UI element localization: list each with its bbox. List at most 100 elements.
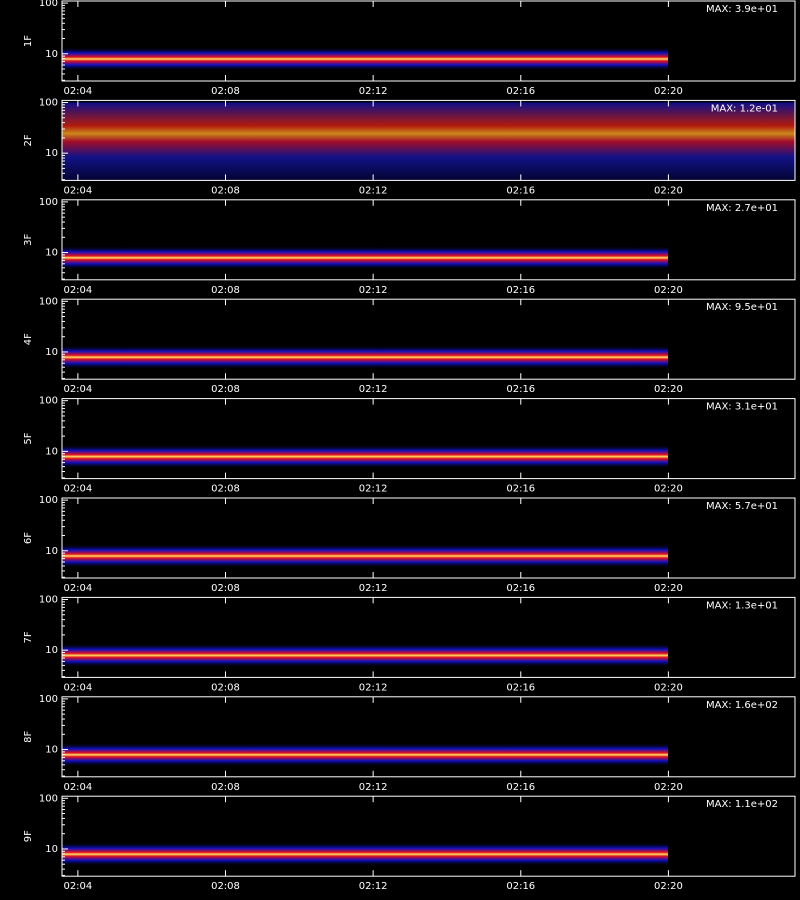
x-tick-label: 02:04 <box>63 782 92 793</box>
x-tick-label: 02:16 <box>506 583 535 594</box>
x-tick-label: 02:08 <box>211 86 240 97</box>
x-tick-label: 02:08 <box>211 782 240 793</box>
y-axis-label: 2F <box>23 134 34 146</box>
annotation: MAX: 5.7e+01 <box>706 501 778 512</box>
x-tick-label: 02:04 <box>63 682 92 693</box>
x-tick-label: 02:08 <box>211 881 240 892</box>
plot-frame <box>61 795 796 877</box>
y-tick-label: 100 <box>39 396 58 407</box>
annotation: MAX: 1.1e+02 <box>706 799 778 810</box>
y-tick-label: 10 <box>45 546 58 557</box>
x-tick-label: 02:12 <box>359 682 388 693</box>
spectrogram <box>62 102 795 181</box>
y-tick-label: 100 <box>39 793 58 804</box>
spectrogram <box>62 742 668 767</box>
y-axis-label: 7F <box>23 631 34 643</box>
x-tick-label: 02:04 <box>63 86 92 97</box>
annotation: MAX: 1.6e+02 <box>706 700 778 711</box>
annotation: MAX: 9.5e+01 <box>706 302 778 313</box>
annotation: MAX: 3.9e+01 <box>706 4 778 15</box>
plot-frame <box>61 497 796 579</box>
x-tick-label: 02:16 <box>506 484 535 495</box>
x-tick-label: 02:16 <box>506 384 535 395</box>
y-tick-label: 100 <box>39 97 58 108</box>
y-tick-label: 100 <box>39 694 58 705</box>
x-tick-label: 02:12 <box>359 782 388 793</box>
spectrogram <box>62 345 668 370</box>
spectrogram <box>62 47 668 71</box>
x-tick-label: 02:12 <box>359 185 388 196</box>
y-axis-label: 9F <box>23 830 34 842</box>
plot-frame <box>61 298 796 380</box>
x-tick-label: 02:16 <box>506 86 535 97</box>
annotation: MAX: 1.2e-01 <box>711 103 778 114</box>
y-tick-label: 100 <box>39 594 58 605</box>
y-tick-label: 10 <box>45 248 58 259</box>
x-tick-label: 02:12 <box>359 86 388 97</box>
x-tick-label: 02:20 <box>654 484 683 495</box>
y-tick-label: 10 <box>45 49 58 60</box>
x-tick-label: 02:12 <box>359 881 388 892</box>
x-tick-label: 02:04 <box>63 384 92 395</box>
x-tick-label: 02:08 <box>211 583 240 594</box>
y-tick-label: 100 <box>39 495 58 506</box>
y-tick-label: 100 <box>39 197 58 208</box>
x-tick-label: 02:04 <box>63 185 92 196</box>
x-tick-label: 02:20 <box>654 384 683 395</box>
x-tick-label: 02:08 <box>211 682 240 693</box>
y-tick-label: 10 <box>45 446 58 457</box>
y-tick-label: 100 <box>39 0 58 9</box>
y-tick-label: 10 <box>45 844 58 855</box>
x-tick-label: 02:20 <box>654 185 683 196</box>
y-axis-label: 4F <box>23 333 34 345</box>
x-tick-label: 02:12 <box>359 484 388 495</box>
spectrogram <box>62 842 668 867</box>
x-tick-label: 02:20 <box>654 881 683 892</box>
x-tick-label: 02:20 <box>654 782 683 793</box>
x-tick-label: 02:16 <box>506 285 535 296</box>
plot-frame <box>61 0 796 82</box>
x-tick-label: 02:08 <box>211 384 240 395</box>
x-tick-label: 02:04 <box>63 285 92 296</box>
y-axis-label: 3F <box>23 234 34 246</box>
y-tick-label: 10 <box>45 745 58 756</box>
x-tick-label: 02:04 <box>63 484 92 495</box>
x-tick-label: 02:16 <box>506 782 535 793</box>
x-tick-label: 02:08 <box>211 484 240 495</box>
x-tick-label: 02:16 <box>506 881 535 892</box>
y-tick-label: 10 <box>45 148 58 159</box>
x-tick-label: 02:12 <box>359 583 388 594</box>
spectrogram <box>62 544 668 568</box>
x-tick-label: 02:20 <box>654 285 683 296</box>
x-tick-label: 02:12 <box>359 384 388 395</box>
x-tick-label: 02:04 <box>63 583 92 594</box>
x-tick-label: 02:04 <box>63 881 92 892</box>
plot-frame <box>61 696 796 778</box>
plot-frame <box>61 199 796 281</box>
y-tick-label: 100 <box>39 296 58 307</box>
x-tick-label: 02:20 <box>654 583 683 594</box>
y-axis-label: 5F <box>23 432 34 444</box>
x-tick-label: 02:12 <box>359 285 388 296</box>
x-tick-label: 02:16 <box>506 185 535 196</box>
annotation: MAX: 1.3e+01 <box>706 600 778 611</box>
plot-frame <box>61 596 796 678</box>
y-axis-label: 6F <box>23 532 34 544</box>
annotation: MAX: 2.7e+01 <box>706 203 778 214</box>
y-tick-label: 10 <box>45 645 58 656</box>
spectrogram <box>62 245 668 270</box>
y-axis-label: 1F <box>23 35 34 47</box>
y-axis-label: 8F <box>23 731 34 743</box>
plot-frame <box>61 398 796 480</box>
y-tick-label: 10 <box>45 347 58 358</box>
x-tick-label: 02:08 <box>211 185 240 196</box>
spectrogram <box>62 643 668 668</box>
x-tick-label: 02:08 <box>211 285 240 296</box>
plot-frame <box>61 99 796 181</box>
x-tick-label: 02:20 <box>654 86 683 97</box>
x-tick-label: 02:20 <box>654 682 683 693</box>
annotation: MAX: 3.1e+01 <box>706 402 778 413</box>
spectrogram <box>62 444 668 469</box>
x-tick-label: 02:16 <box>506 682 535 693</box>
